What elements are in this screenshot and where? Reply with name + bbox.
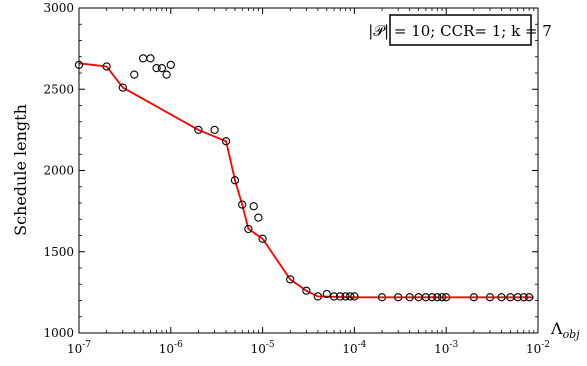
- x-tick-label: 10-6: [159, 340, 183, 356]
- legend-text: |𝒫| = 10; CCR= 1; k = 7: [368, 22, 552, 40]
- data-point: [336, 292, 345, 301]
- y-tick-label: 2500: [43, 82, 74, 96]
- data-point: [221, 137, 231, 146]
- data-point: [346, 292, 355, 301]
- data-point: [519, 293, 528, 302]
- y-tick-label: 3000: [43, 1, 74, 15]
- legend: |𝒫| = 10; CCR= 1; k = 7: [368, 14, 552, 46]
- data-point: [513, 293, 522, 302]
- data-point: [139, 54, 148, 63]
- data-point: [102, 62, 111, 71]
- data-point: [313, 292, 323, 301]
- x-tick-label: 10-7: [67, 340, 91, 356]
- data-point: [244, 224, 253, 234]
- data-point: [341, 292, 350, 301]
- plot-area: [74, 54, 534, 302]
- legend-box: [389, 14, 532, 46]
- data-point: [254, 213, 263, 222]
- x-tick-label: 10-4: [342, 340, 366, 356]
- data-point: [162, 70, 171, 79]
- data-point: [194, 125, 203, 135]
- axes: 10-7 10-6 10-5 10-4 10-3 10-2 1000 1500 2000 2500…: [43, 1, 550, 356]
- data-point: [437, 293, 447, 302]
- data-point: [157, 63, 167, 73]
- data-point: [249, 202, 258, 211]
- data-point: [427, 293, 437, 302]
- data-point: [350, 292, 359, 301]
- y-tick-label: 1000: [43, 326, 74, 340]
- data-point: [238, 200, 247, 209]
- data-point: [210, 125, 219, 135]
- data-point: [433, 293, 442, 302]
- data-point: [146, 54, 155, 63]
- data-point: [152, 63, 161, 73]
- data-point: [166, 60, 175, 70]
- x-axis-label: Λobj: [550, 319, 580, 341]
- data-point: [442, 293, 451, 302]
- data-point: [485, 293, 495, 302]
- data-point: [421, 293, 430, 302]
- data-point: [258, 234, 267, 243]
- y-tick-label: 2000: [43, 164, 74, 178]
- svg-text:Λobj: Λobj: [550, 319, 580, 341]
- data-point: [118, 83, 127, 92]
- data-point: [469, 293, 478, 302]
- data-point: [405, 293, 414, 302]
- series-line: [78, 62, 534, 299]
- data-point: [130, 70, 139, 79]
- data-point: [302, 286, 311, 295]
- x-tick-label: 10-2: [526, 340, 550, 356]
- data-point: [329, 292, 339, 301]
- x-tick-label: 10-5: [251, 340, 275, 356]
- data-point: [497, 293, 506, 302]
- y-tick-label: 1500: [43, 245, 74, 259]
- x-tick-label: 10-3: [434, 340, 458, 356]
- data-point: [322, 289, 331, 299]
- data-point: [524, 293, 534, 302]
- data-point: [377, 293, 387, 302]
- data-point: [394, 293, 403, 302]
- data-point: [230, 176, 240, 185]
- y-axis-label: Schedule length: [11, 104, 30, 236]
- data-point: [286, 275, 295, 284]
